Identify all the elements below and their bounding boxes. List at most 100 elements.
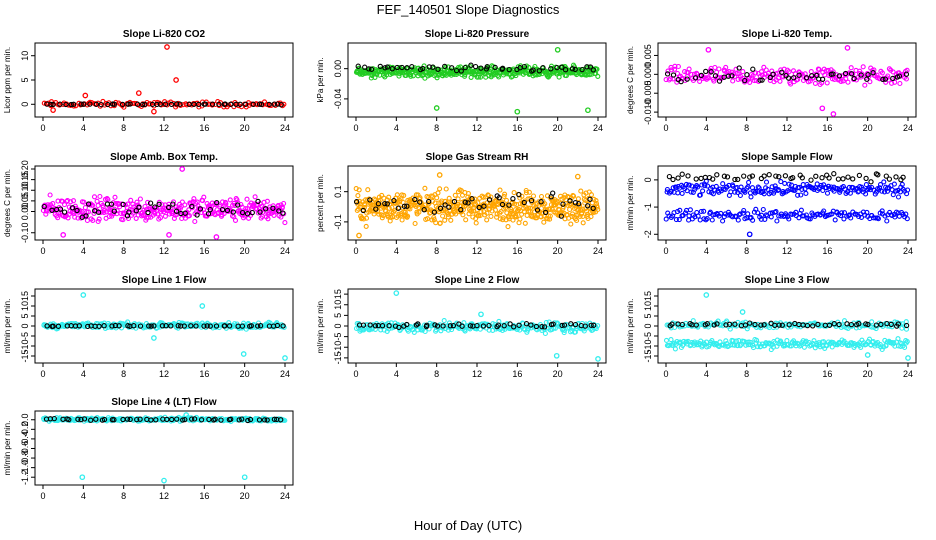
data-point (746, 179, 752, 185)
data-point (790, 175, 796, 181)
data-point (437, 220, 443, 226)
data-point (111, 101, 117, 107)
data-point (252, 194, 258, 200)
data-point (517, 216, 523, 222)
data-point (389, 66, 395, 72)
data-point (235, 202, 241, 208)
data-point (698, 175, 704, 182)
data-point (752, 321, 758, 328)
panel-title: Slope Line 1 Flow (122, 275, 207, 286)
data-point (841, 324, 847, 330)
data-point (186, 207, 192, 213)
data-point (530, 193, 537, 199)
x-tick-label: 0 (663, 246, 668, 256)
data-point (585, 203, 591, 209)
x-tick-label: 16 (822, 369, 832, 379)
data-point (458, 68, 464, 74)
panel-title: Slope Sample Flow (741, 152, 832, 163)
data-point (579, 66, 585, 73)
data-point (276, 208, 282, 214)
data-point (263, 206, 269, 212)
data-point (543, 319, 549, 326)
data-point (422, 328, 428, 335)
data-point (98, 101, 104, 108)
x-tick-label: 24 (593, 246, 603, 256)
data-point (882, 213, 888, 219)
data-point (81, 101, 87, 107)
data-point (720, 323, 726, 329)
data-point (205, 211, 212, 217)
data-point (502, 191, 508, 197)
x-tick-label: 4 (704, 123, 709, 133)
data-point (480, 194, 486, 200)
data-point (257, 323, 264, 329)
data-point (711, 78, 717, 84)
data-point (707, 209, 713, 215)
data-point (499, 322, 505, 328)
data-point (819, 76, 826, 82)
data-point (178, 323, 184, 329)
y-tick-label: -0.10 (20, 222, 30, 243)
data-point (541, 324, 548, 330)
data-point (476, 74, 482, 80)
data-point (404, 203, 410, 209)
x-tick-label: 16 (822, 123, 832, 133)
data-point (280, 323, 286, 329)
data-point (735, 217, 741, 223)
data-point (472, 196, 478, 202)
x-tick-label: 16 (512, 123, 522, 133)
data-point (891, 181, 897, 187)
data-point (164, 416, 170, 423)
data-point (261, 417, 268, 423)
data-point (755, 184, 761, 190)
data-point (881, 189, 888, 195)
data-point (77, 208, 83, 215)
x-tick-label: 20 (863, 123, 873, 133)
data-point (748, 194, 754, 200)
data-point (186, 101, 192, 107)
data-point (578, 188, 584, 194)
data-point (399, 64, 405, 71)
data-point (499, 199, 505, 205)
data-point (469, 196, 475, 202)
y-tick-label: 0.00 (333, 60, 343, 78)
data-point (561, 322, 568, 328)
data-point (506, 66, 512, 73)
outlier-point (703, 292, 710, 298)
data-point (401, 203, 408, 209)
y-tick-label: 5 (643, 313, 653, 318)
data-point (230, 209, 236, 215)
data-point (212, 416, 218, 422)
data-point (747, 342, 753, 348)
y-axis-label: Licor ppm per min. (3, 47, 12, 113)
data-point (582, 323, 588, 329)
data-point (131, 323, 137, 329)
outlier-point (553, 352, 560, 359)
outlier-point (151, 335, 157, 341)
data-point (431, 209, 438, 215)
data-point (201, 323, 207, 329)
data-point (70, 101, 77, 107)
data-point (362, 202, 368, 208)
data-point (534, 207, 541, 213)
outlier-point (514, 108, 521, 115)
data-point (685, 173, 691, 179)
panel-5: Slope Gas Stream RH percent per min. 0 4 8 12… (316, 152, 607, 256)
data-point (382, 200, 388, 207)
data-point (758, 325, 764, 331)
data-point (459, 323, 465, 329)
data-point (85, 323, 91, 330)
data-point (51, 415, 57, 422)
data-point (595, 206, 601, 213)
x-tick-label: 4 (81, 491, 86, 501)
data-point (702, 183, 708, 189)
data-point (511, 190, 517, 196)
data-point (782, 173, 789, 179)
data-point (730, 338, 736, 344)
y-tick-label: -1.2 (20, 469, 30, 485)
data-point (845, 325, 851, 331)
data-point (835, 176, 842, 182)
data-point (214, 199, 220, 206)
data-point (732, 176, 738, 183)
outlier-point (60, 232, 67, 238)
